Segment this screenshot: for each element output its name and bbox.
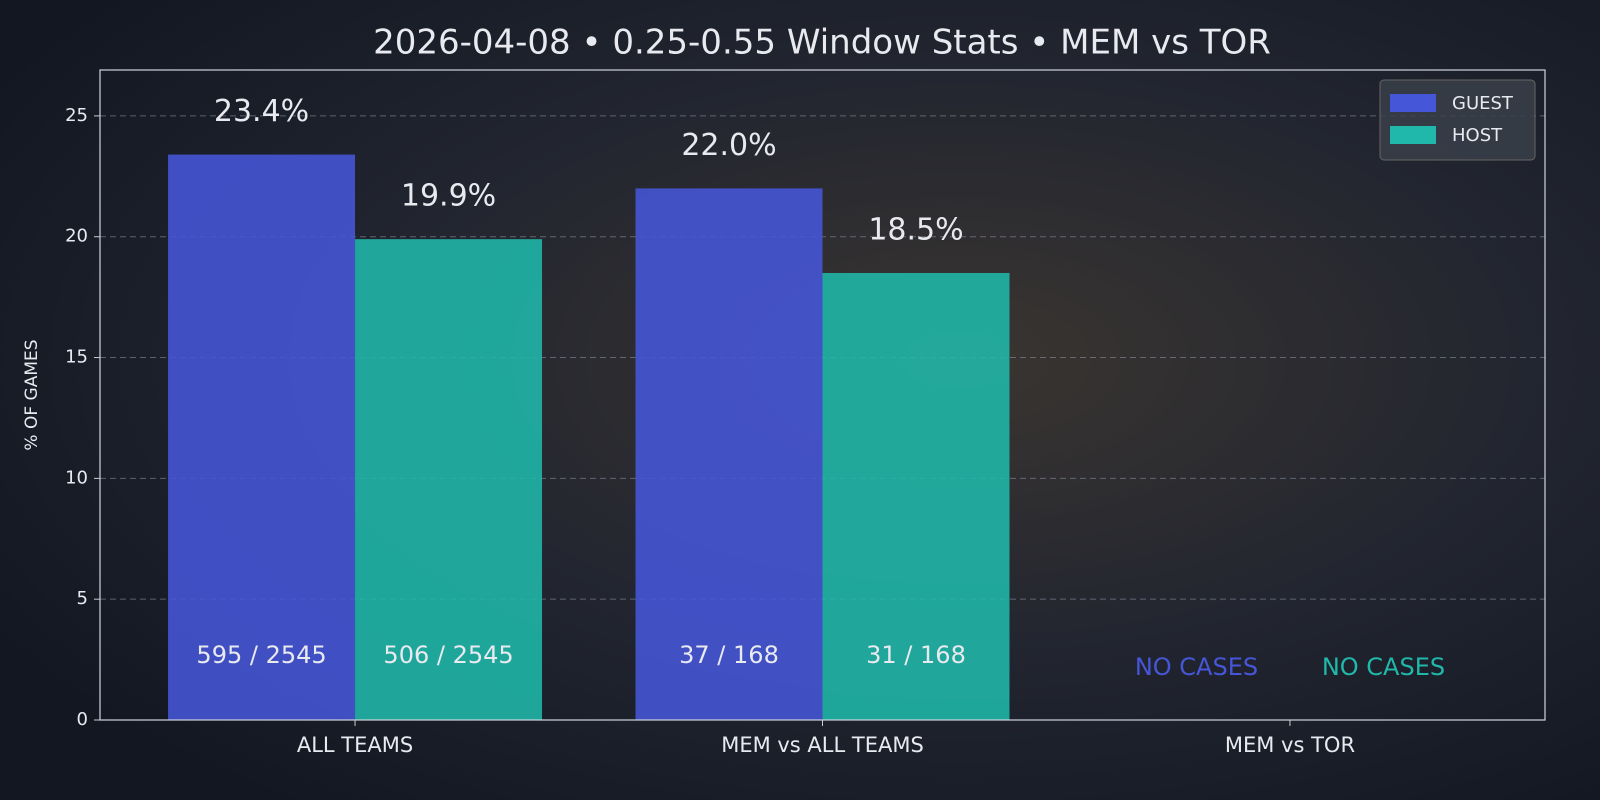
x-tick-label: MEM vs TOR <box>1225 733 1355 757</box>
y-axis-label: % OF GAMES <box>22 339 42 450</box>
legend-swatch <box>1390 94 1436 112</box>
value-label: 22.0% <box>681 128 776 163</box>
bar <box>822 272 1010 720</box>
legend-box <box>1379 79 1536 161</box>
legend-label: HOST <box>1452 125 1503 146</box>
y-tick-label: 20 <box>65 226 88 247</box>
value-label: 23.4% <box>214 94 309 129</box>
legend: GUEST HOST <box>1379 79 1536 161</box>
count-label: 37 / 168 <box>679 641 779 669</box>
y-tick-label: 0 <box>77 709 88 730</box>
x-tick-label: ALL TEAMS <box>297 733 413 757</box>
legend-label: GUEST <box>1452 93 1514 114</box>
count-label: 506 / 2545 <box>383 641 513 669</box>
y-tick-label: 5 <box>77 588 88 609</box>
bar <box>168 154 356 720</box>
count-label: 595 / 2545 <box>196 641 326 669</box>
plot-frame <box>99 69 1546 721</box>
y-tick-label: 10 <box>65 467 88 488</box>
no-cases-label: NO CASES <box>1135 653 1258 681</box>
legend-swatch <box>1390 126 1436 144</box>
value-label: 19.9% <box>401 179 496 214</box>
value-label: 18.5% <box>868 212 963 247</box>
chart-title: 2026-04-08 • 0.25-0.55 Window Stats • ME… <box>373 23 1271 63</box>
no-cases-label: NO CASES <box>1322 653 1445 681</box>
x-tick-label: MEM vs ALL TEAMS <box>721 733 924 757</box>
count-label: 31 / 168 <box>866 641 966 669</box>
bar <box>635 188 823 720</box>
y-tick-label: 25 <box>65 105 88 126</box>
bar <box>355 239 543 720</box>
y-tick-label: 15 <box>65 347 88 368</box>
